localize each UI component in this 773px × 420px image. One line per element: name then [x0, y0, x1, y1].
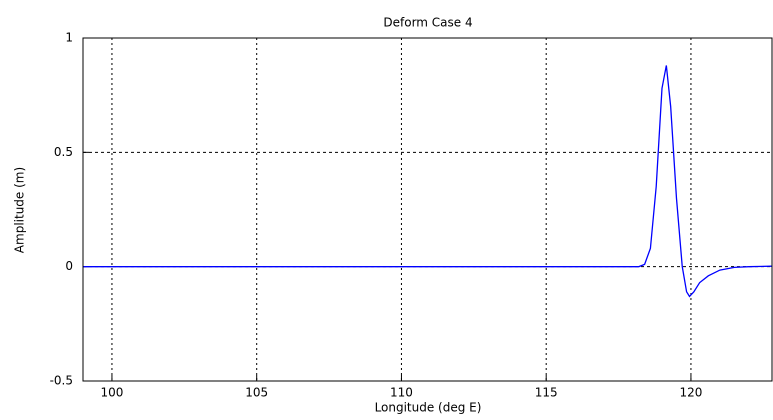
x-tick-label: 115	[535, 386, 558, 400]
plot-frame	[82, 37, 773, 382]
data-line	[83, 65, 773, 298]
x-axis-label: Longitude (deg E)	[375, 401, 482, 415]
y-tick-label: 0.5	[54, 145, 73, 159]
y-tick-label: 1	[65, 31, 73, 45]
x-tick-label: 105	[245, 386, 268, 400]
x-tick-label: 100	[100, 386, 123, 400]
y-tick-label: 0	[65, 259, 73, 273]
y-axis-label: Amplitude (m)	[13, 167, 27, 253]
x-tick-label: 120	[679, 386, 702, 400]
chart-title: Deform Case 4	[383, 16, 472, 30]
x-tick-label: 110	[390, 386, 413, 400]
y-tick-label: -0.5	[50, 374, 73, 388]
